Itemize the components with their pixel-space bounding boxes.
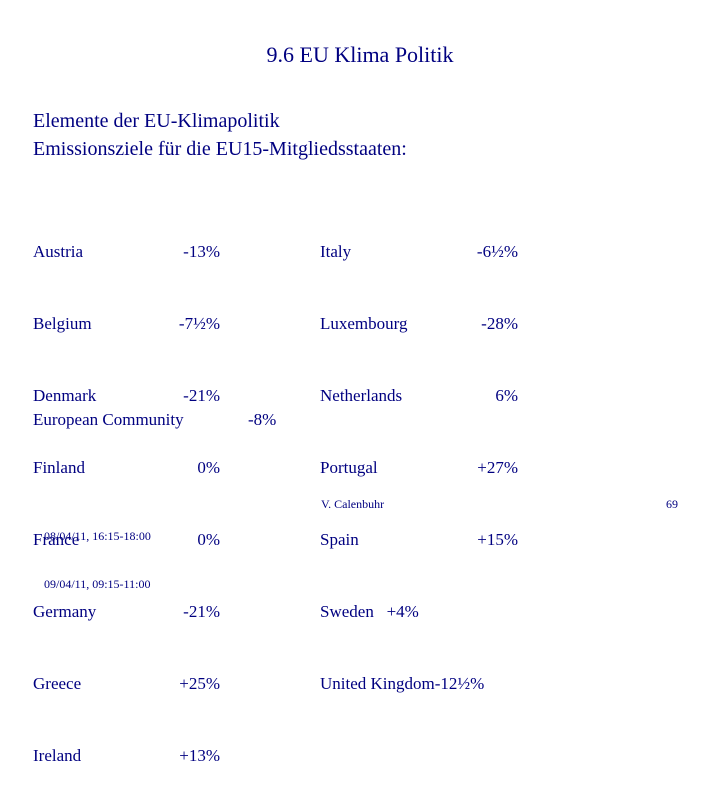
country-value: +4% [386,602,419,621]
country-value: -12½% [434,674,485,693]
country-row: Portugal [320,456,484,480]
country-row: Luxembourg [320,312,484,336]
country-name: Denmark [33,386,97,405]
country-name: Portugal [320,458,378,477]
country-value: +13% [179,746,220,765]
country-name: United Kingdom [320,674,435,693]
community-name: European Community [33,410,184,429]
country-row: Finland [33,456,96,480]
subtitle-line-2: Emissionsziele für die EU15-Mitgliedssta… [33,138,407,160]
left-value-list: -13% -7½% -21% 0% 0% -21% +25% +13% [150,192,220,792]
country-name: Finland [33,458,85,477]
country-row: Italy [320,240,484,264]
country-row: Sweden +4% [320,600,484,624]
country-value: -7½% [178,314,220,333]
country-value: 0% [197,530,220,549]
country-row: Greece [33,672,96,696]
right-value-list: -6½% -28% 6% +27% +15% [440,192,518,576]
country-row: Ireland [33,744,96,768]
country-value: -6½% [476,242,518,261]
left-country-list: Austria Belgium Denmark Finland France G… [33,192,96,792]
country-value: +27% [477,458,518,477]
footer-date-2: 09/04/11, 09:15-11:00 [44,577,151,591]
country-row: Netherlands [320,384,484,408]
footer-date-1: 08/04/11, 16:15-18:00 [44,529,151,543]
country-value: -21% [183,602,220,621]
country-name: Netherlands [320,386,403,405]
country-name: Ireland [33,746,82,765]
country-name: Belgium [33,314,92,333]
country-value: +15% [477,530,518,549]
country-name: Greece [33,674,82,693]
country-row: Belgium [33,312,96,336]
country-value: -21% [183,386,220,405]
country-name: Austria [33,242,84,261]
country-name: Sweden [320,602,374,621]
community-value: -8% [248,410,277,429]
country-row: Denmark [33,384,96,408]
country-name: Italy [320,242,352,261]
footer-author: V. Calenbuhr [321,497,385,511]
footer-dates: 08/04/11, 16:15-18:00 09/04/11, 09:15-11… [44,496,151,608]
country-value: -13% [183,242,220,261]
subtitle-line-1: Elemente der EU-Klimapolitik [33,110,280,132]
country-row: Austria [33,240,96,264]
country-name: Luxembourg [320,314,408,333]
country-value: 0% [197,458,220,477]
country-row: United Kingdom-12½% [320,672,484,696]
country-value: -28% [481,314,518,333]
slide-title: 9.6 EU Klima Politik [266,42,454,67]
page-number: 69 [666,497,678,511]
country-value: +25% [179,674,220,693]
country-value: 6% [495,386,518,405]
